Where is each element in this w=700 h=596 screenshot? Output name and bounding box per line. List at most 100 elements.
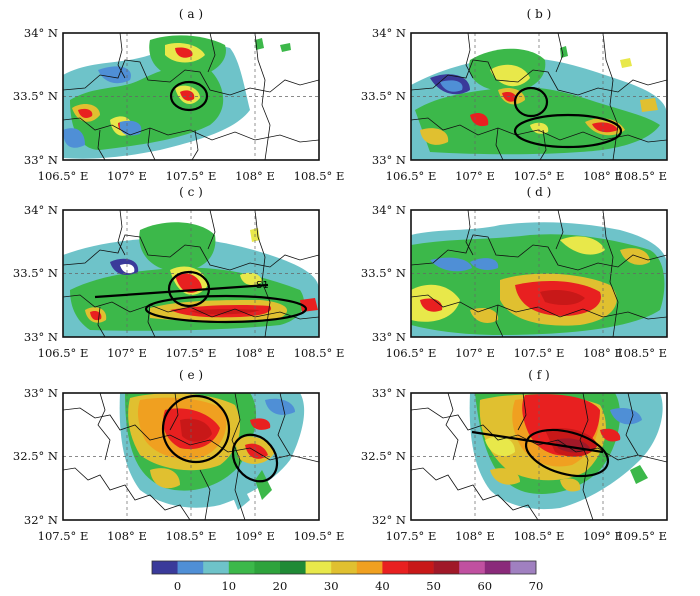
section-label: S1 — [256, 280, 269, 291]
lat-label: 33.5° N — [13, 89, 58, 103]
lon-label: 108.5° E — [166, 529, 217, 543]
storm-ellipse — [513, 113, 623, 149]
lon-label: 108.5° E — [616, 346, 667, 360]
storm-ellipse — [513, 86, 549, 118]
map-frame — [410, 32, 668, 161]
colorbar-tick-label: 30 — [324, 579, 339, 593]
lon-label: 109° E — [583, 529, 623, 543]
colorbar-swatch — [484, 561, 511, 574]
lat-label: 33.5° N — [361, 89, 406, 103]
lon-label: 108.5° E — [294, 346, 345, 360]
cross-section-line — [94, 283, 269, 299]
colorbar-swatch — [331, 561, 358, 574]
colorbar-swatch — [356, 561, 383, 574]
colorbar-tick-label: 60 — [477, 579, 492, 593]
province-borders — [411, 210, 667, 337]
lon-label: 107° E — [455, 346, 495, 360]
panel-b: ( b ) — [361, 7, 668, 183]
panel-c: ( c ) — [13, 185, 344, 360]
colorbar-labels: 0 10 20 30 40 50 60 70 — [174, 579, 543, 593]
lon-label: 108° E — [235, 169, 275, 183]
lon-label: 107.5° E — [166, 346, 217, 360]
colorbar-swatch — [228, 561, 255, 574]
storm-ellipse — [231, 433, 279, 483]
lat-label: 32.5° N — [13, 449, 58, 463]
colorbar-swatches — [152, 561, 537, 574]
lon-label: 107° E — [455, 169, 495, 183]
map-frame — [62, 32, 320, 161]
panel-label: ( b ) — [527, 7, 552, 21]
reflectivity-field — [411, 393, 667, 520]
lon-label: 108.5° E — [514, 529, 565, 543]
lon-label: 106.5° E — [38, 346, 89, 360]
province-borders — [411, 33, 667, 160]
colorbar-tick-label: 20 — [273, 579, 288, 593]
lon-label: 108° E — [583, 346, 623, 360]
panel-label: ( d ) — [527, 185, 552, 199]
colorbar-swatch — [510, 561, 537, 574]
colorbar-swatch — [177, 561, 204, 574]
colorbar-frame — [151, 560, 537, 575]
panel-f: ( f ) — [361, 368, 668, 543]
colorbar-tick-label: 0 — [174, 579, 181, 593]
lat-label: 32° N — [372, 513, 406, 527]
lon-label: 106.5° E — [386, 346, 437, 360]
colorbar-swatch — [305, 561, 332, 574]
lon-label: 108° E — [235, 346, 275, 360]
colorbar-swatch — [254, 561, 281, 574]
colorbar-swatch — [152, 561, 178, 574]
storm-ellipse — [161, 394, 231, 464]
lat-label: 34° N — [372, 203, 406, 217]
colorbar-tick-label: 40 — [375, 579, 390, 593]
colorbar-tick-label: 50 — [426, 579, 441, 593]
province-borders — [63, 393, 319, 520]
lon-label: 109° E — [235, 529, 275, 543]
cross-section-line — [471, 430, 604, 454]
storm-ellipse — [524, 428, 610, 478]
lon-label: 108° E — [455, 529, 495, 543]
colorbar-tick-label: 70 — [529, 579, 544, 593]
lon-label: 106.5° E — [38, 169, 89, 183]
lon-label: 107° E — [107, 346, 147, 360]
panel-label: ( f ) — [528, 368, 549, 382]
lon-label: 108° E — [107, 529, 147, 543]
colorbar-swatch — [459, 561, 486, 574]
colorbar-swatch — [203, 561, 230, 574]
lon-label: 107.5° E — [38, 529, 89, 543]
lat-label: 33° N — [372, 386, 406, 400]
lon-label: 108.5° E — [616, 169, 667, 183]
map-frame — [62, 392, 320, 521]
province-borders — [411, 393, 667, 520]
lon-label: 107.5° E — [514, 169, 565, 183]
lon-label: 109.5° E — [616, 529, 667, 543]
map-frame — [410, 392, 668, 521]
lat-label: 33° N — [24, 153, 58, 167]
map-frame — [410, 209, 668, 338]
panel-a: ( a ) — [13, 7, 344, 183]
lon-label: 106.5° E — [386, 169, 437, 183]
reflectivity-field — [63, 33, 319, 160]
province-borders — [63, 33, 319, 160]
panel-label: ( c ) — [179, 185, 203, 199]
province-borders — [63, 210, 319, 337]
panel-label: ( a ) — [179, 7, 203, 21]
lat-label: 33° N — [24, 386, 58, 400]
lat-label: 33.5° N — [13, 266, 58, 280]
colorbar-swatch — [280, 561, 306, 574]
panel-d: ( d ) 34° N 33 — [361, 185, 668, 360]
lat-label: 34° N — [24, 26, 58, 40]
lat-label: 32.5° N — [361, 449, 406, 463]
lon-label: 107.5° E — [514, 346, 565, 360]
panel-e: ( e ) — [13, 368, 344, 543]
lon-label: 107.5° E — [386, 529, 437, 543]
lat-label: 33° N — [24, 330, 58, 344]
map-frame — [62, 209, 320, 338]
lon-label: 107.5° E — [166, 169, 217, 183]
lat-label: 33.5° N — [361, 266, 406, 280]
colorbar-swatch — [433, 561, 460, 574]
lon-label: 107° E — [107, 169, 147, 183]
colorbar-swatch — [408, 561, 434, 574]
colorbar-swatch — [382, 561, 409, 574]
lat-label: 33° N — [372, 153, 406, 167]
